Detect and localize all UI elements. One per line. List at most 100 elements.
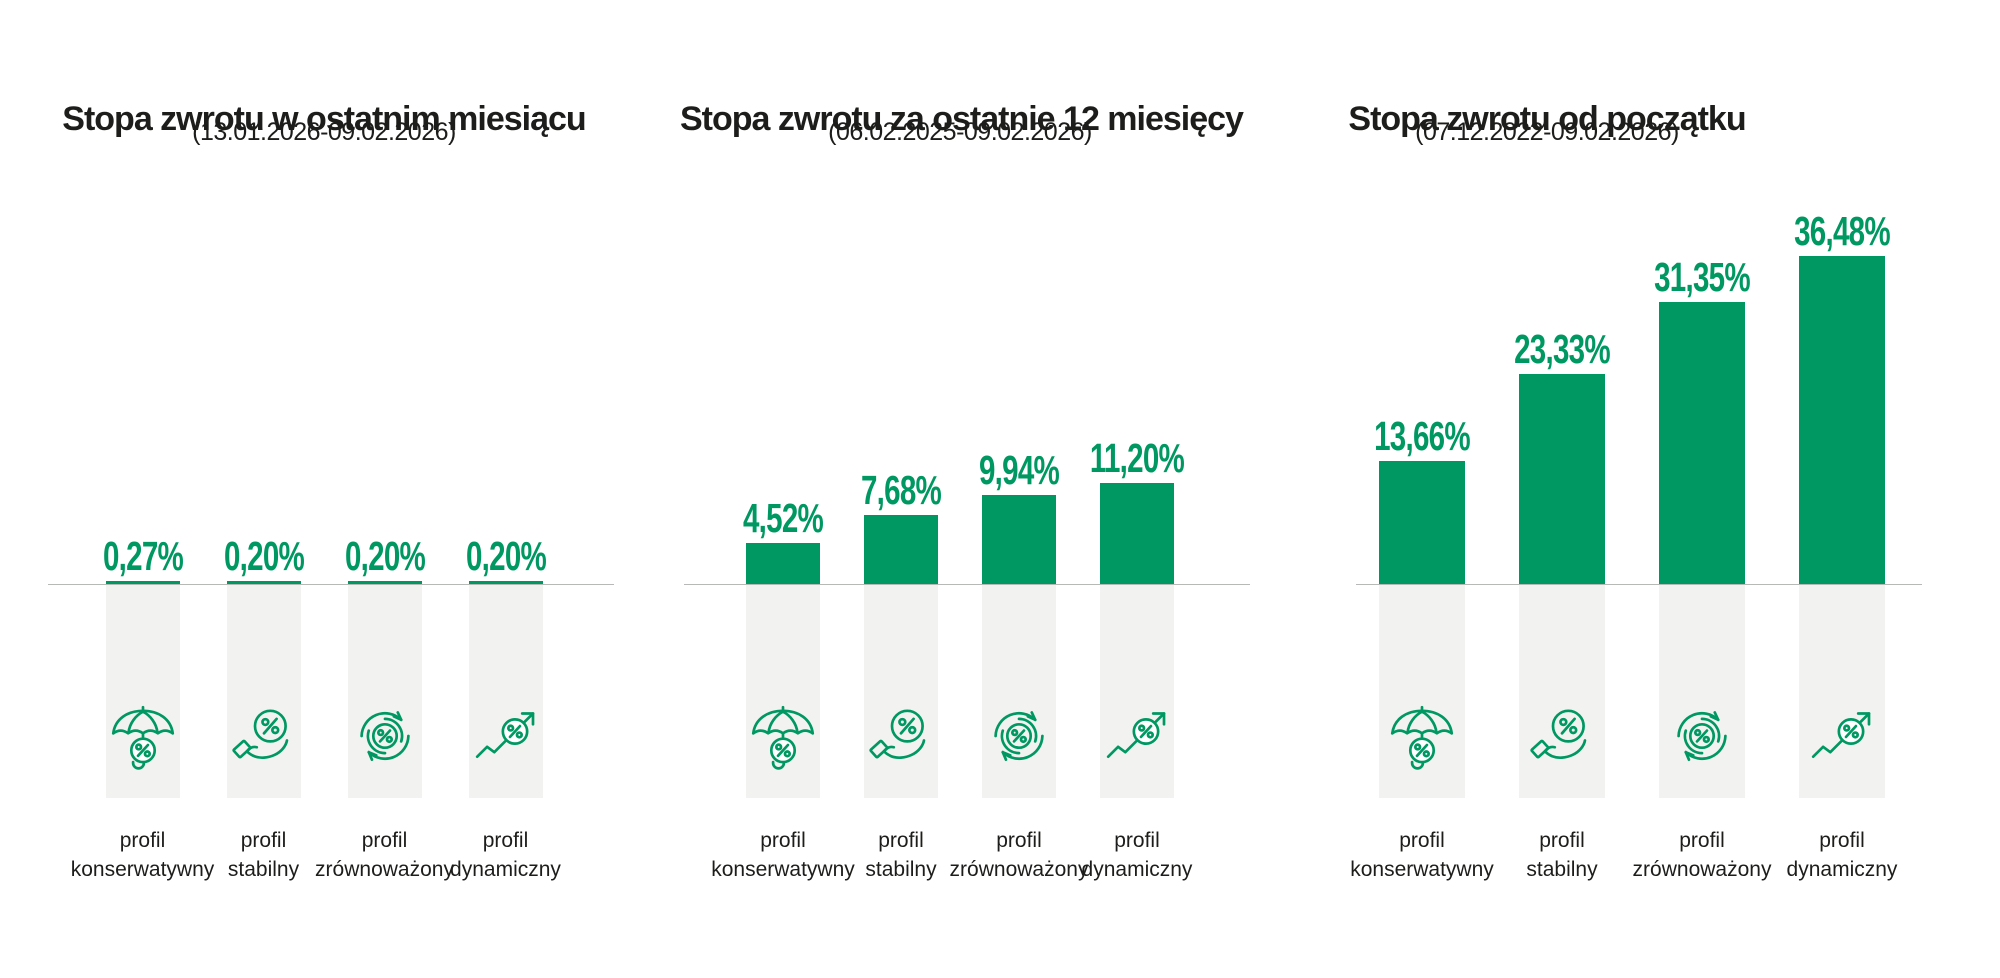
profile-label-line1: profil	[760, 829, 806, 852]
profile-label-line2: zrównoważony	[315, 858, 454, 881]
profile-label: profil konserwatywny	[1350, 826, 1494, 884]
cycle-percent-icon	[1666, 700, 1738, 772]
column-background	[468, 585, 543, 798]
profile-label-line2: konserwatywny	[70, 858, 215, 881]
bar-group-dynamiczny: 0,20% profil dynamiczny	[445, 0, 566, 978]
profile-label: profil stabilny	[1526, 826, 1597, 884]
profile-label: profil stabilny	[865, 826, 936, 884]
bar	[1519, 374, 1605, 584]
bar-value-label: 13,66%	[1374, 413, 1471, 459]
bar-group-dynamiczny: 36,48% profil dynamiczny	[1772, 0, 1912, 978]
profile-label-line1: profil	[1114, 829, 1160, 852]
bar	[347, 581, 422, 584]
profile-label-line2: stabilny	[1526, 858, 1598, 881]
profile-label: profil zrównoważony	[1633, 826, 1772, 884]
growth-percent-icon	[1806, 700, 1878, 772]
bar-value-label: 36,48%	[1794, 208, 1891, 254]
column-background	[1519, 585, 1605, 798]
profile-label-line1: profil	[1679, 829, 1725, 852]
profile-label-line2: dynamiczny	[1786, 858, 1898, 881]
bar-group-stabilny: 0,20% profil stabilny	[203, 0, 324, 978]
umbrella-percent-icon	[1386, 700, 1458, 772]
bar-group-zrownowazony: 9,94% profil zrównoważony	[950, 0, 1089, 978]
hand-percent-icon	[865, 700, 937, 772]
axis-baseline	[1356, 584, 1922, 585]
profile-label-line2: zrównoważony	[1632, 858, 1772, 881]
chart-title: Stopa zwrotu w ostatnim miesiącu	[62, 100, 586, 139]
profile-label-line1: profil	[1539, 829, 1585, 852]
column-background	[982, 585, 1056, 798]
profile-label-line1: profil	[119, 829, 166, 852]
column-background	[864, 585, 938, 798]
bars-area: 13,66% profil konserwatywny 23,33% profi…	[1350, 0, 1912, 978]
bar-group-zrownowazony: 31,35% profil zrównoważony	[1632, 0, 1772, 978]
bar	[1100, 483, 1174, 584]
bar-value-label: 0,20%	[223, 533, 304, 579]
chart-subtitle-date-range: (07.12.2022-09.02.2026)	[1415, 118, 1679, 146]
bar-value-label: 7,68%	[860, 467, 942, 513]
profile-label-line2: stabilny	[865, 858, 937, 881]
umbrella-percent-icon	[747, 700, 819, 772]
profile-label: profil dynamiczny	[450, 826, 561, 884]
hand-percent-icon	[228, 700, 300, 772]
chart-return-12-months: Stopa zwrotu za ostatnie 12 miesięcy (06…	[680, 0, 1250, 978]
profile-label-line1: profil	[1399, 829, 1445, 852]
hand-percent-icon	[1526, 700, 1598, 772]
bar	[864, 515, 938, 584]
profile-label: profil konserwatywny	[71, 826, 215, 884]
profile-label-line2: konserwatywny	[1350, 858, 1494, 881]
bar	[1659, 302, 1745, 584]
bar-group-konserwatywny: 0,27% profil konserwatywny	[71, 0, 215, 978]
bar-group-zrownowazony: 0,20% profil zrównoważony	[315, 0, 454, 978]
cycle-percent-icon	[349, 700, 421, 772]
profile-label-line2: konserwatywny	[711, 858, 855, 881]
bar-group-stabilny: 23,33% profil stabilny	[1492, 0, 1632, 978]
chart-subtitle-date-range: (13.01.2026-09.02.2026)	[192, 118, 456, 146]
bar-value-label: 9,94%	[978, 447, 1060, 493]
profile-label-line1: profil	[361, 829, 408, 852]
column-background	[226, 585, 301, 798]
profile-label: profil dynamiczny	[1787, 826, 1898, 884]
bar-group-konserwatywny: 4,52% profil konserwatywny	[711, 0, 855, 978]
bar-value-label: 11,20%	[1089, 435, 1185, 481]
profile-label-line2: dynamiczny	[1081, 858, 1193, 881]
profile-label: profil zrównoważony	[950, 826, 1089, 884]
bar-group-konserwatywny: 13,66% profil konserwatywny	[1350, 0, 1494, 978]
bar-group-dynamiczny: 11,20% profil dynamiczny	[1078, 0, 1196, 978]
profile-label-line1: profil	[996, 829, 1042, 852]
bar-value-label: 4,52%	[742, 495, 824, 541]
bars-area: 0,27% profil konserwatywny 0,20% profil …	[71, 0, 566, 978]
bar-value-label: 23,33%	[1514, 326, 1611, 372]
column-background	[1659, 585, 1745, 798]
chart-title: Stopa zwrotu od początku	[1348, 100, 1746, 139]
bar	[1799, 256, 1885, 584]
column-background	[1799, 585, 1885, 798]
profile-label-line2: stabilny	[227, 858, 300, 881]
chart-title: Stopa zwrotu za ostatnie 12 miesięcy	[680, 100, 1244, 139]
profile-label: profil dynamiczny	[1082, 826, 1193, 884]
bar	[982, 495, 1056, 584]
umbrella-percent-icon	[107, 700, 179, 772]
bar	[105, 581, 180, 584]
profile-label: profil konserwatywny	[711, 826, 855, 884]
bar-value-label: 31,35%	[1654, 254, 1751, 300]
profile-label-line1: profil	[1819, 829, 1865, 852]
bar	[1379, 461, 1465, 584]
growth-percent-icon	[470, 700, 542, 772]
bar-value-label: 0,27%	[102, 533, 183, 579]
bar	[468, 581, 543, 584]
axis-baseline	[48, 584, 614, 585]
bar-value-label: 0,20%	[344, 533, 425, 579]
chart-return-last-month: Stopa zwrotu w ostatnim miesiącu (13.01.…	[44, 0, 614, 978]
profile-label-line1: profil	[878, 829, 924, 852]
bar-value-label: 0,20%	[465, 533, 546, 579]
axis-baseline	[684, 584, 1250, 585]
chart-return-since-inception: Stopa zwrotu od początku (07.12.2022-09.…	[1348, 0, 1922, 978]
bars-area: 4,52% profil konserwatywny 7,68% profil …	[711, 0, 1196, 978]
profile-label: profil stabilny	[228, 826, 299, 884]
chart-subtitle-date-range: (06.02.2025-09.02.2026)	[828, 118, 1092, 146]
bar	[746, 543, 820, 584]
profile-label-line1: profil	[482, 829, 529, 852]
bar-group-stabilny: 7,68% profil stabilny	[842, 0, 960, 978]
profile-label: profil zrównoważony	[315, 826, 454, 884]
